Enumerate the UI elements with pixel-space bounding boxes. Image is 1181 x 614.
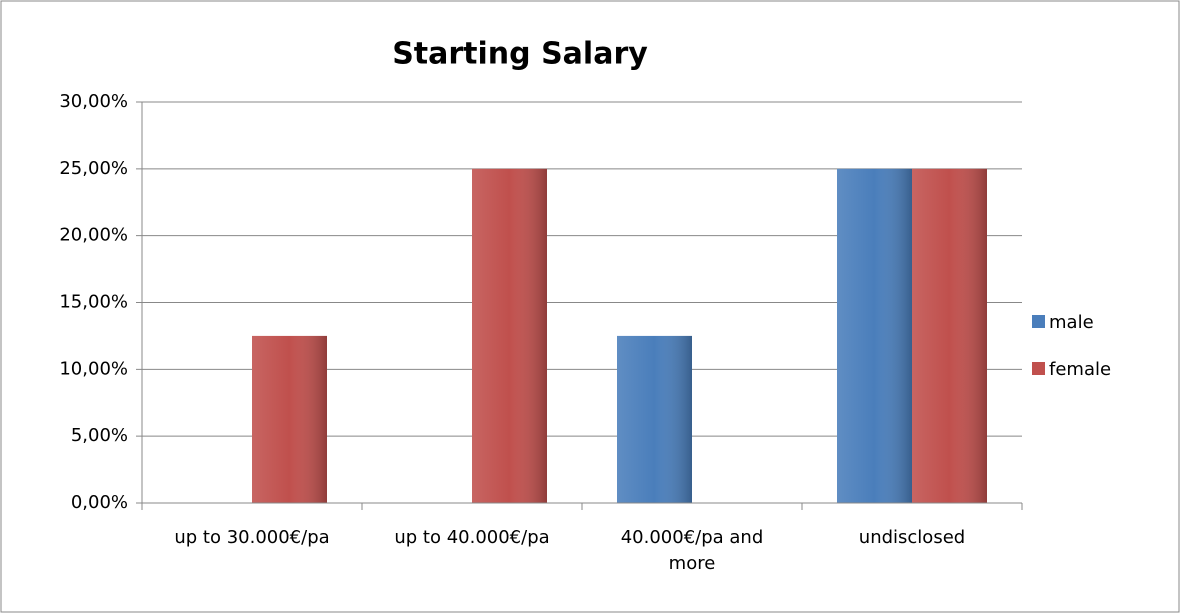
y-tick-label: 0,00% (71, 492, 128, 513)
y-tick-label: 15,00% (59, 292, 128, 313)
x-tick-label: up to 30.000€/pa (174, 527, 330, 548)
legend-label: male (1049, 312, 1094, 333)
y-tick-label: 20,00% (59, 225, 128, 246)
x-tick-label: 40.000€/pa and more (620, 527, 764, 574)
bar-shade (617, 335, 692, 503)
bar-shade (912, 168, 987, 504)
bar-shade (472, 168, 547, 504)
chart-title: Starting Salary (392, 37, 648, 72)
legend-swatch (1032, 315, 1045, 328)
y-tick-label: 25,00% (59, 158, 128, 179)
x-tick-label: up to 40.000€/pa (394, 527, 550, 548)
legend-label: female (1049, 359, 1111, 380)
x-tick-label: undisclosed (858, 527, 966, 548)
y-tick-label: 10,00% (59, 358, 128, 379)
bar-shade (837, 168, 912, 504)
bar-shade (252, 335, 327, 503)
y-tick-label: 5,00% (71, 425, 128, 446)
legend-swatch (1032, 362, 1045, 375)
y-tick-label: 30,00% (59, 91, 128, 112)
